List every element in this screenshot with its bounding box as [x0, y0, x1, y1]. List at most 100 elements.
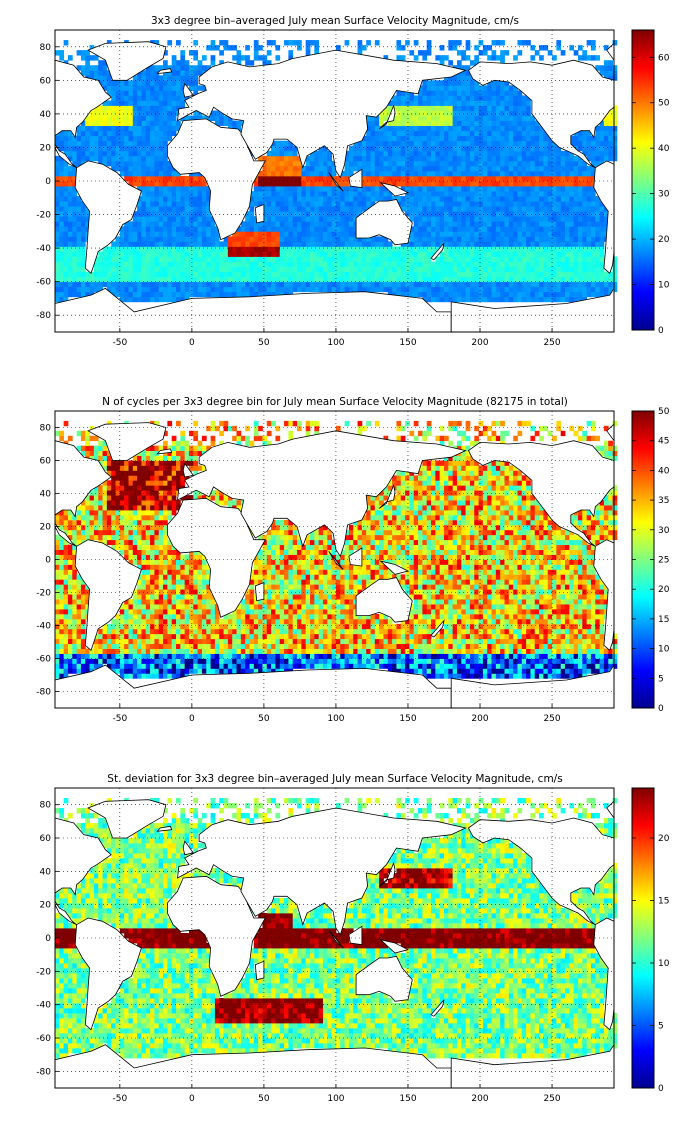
heatmap-cell: [176, 75, 181, 81]
heatmap-cell: [163, 95, 168, 101]
heatmap-cell: [137, 115, 142, 121]
heatmap-cell: [253, 266, 259, 272]
heatmap-cell: [400, 150, 406, 157]
heatmap-cell: [534, 261, 540, 267]
heatmap-cell: [422, 105, 428, 111]
heatmap-cell: [526, 160, 531, 167]
heatmap-cell: [534, 276, 540, 283]
heatmap-cell: [89, 490, 95, 496]
heatmap-cell: [478, 135, 484, 142]
heatmap-cell: [465, 40, 471, 46]
heatmap-cell: [322, 186, 328, 192]
heatmap-cell: [59, 231, 65, 237]
heatmap-cell: [539, 170, 544, 177]
heatmap-cell: [197, 186, 203, 192]
heatmap-cell: [275, 221, 281, 227]
heatmap-cell: [184, 211, 190, 217]
heatmap-cell: [452, 276, 458, 283]
heatmap-cell: [145, 276, 151, 283]
heatmap-cell: [400, 145, 406, 152]
heatmap-cell: [167, 251, 173, 257]
heatmap-cell: [405, 281, 410, 288]
heatmap-cell: [72, 534, 78, 541]
heatmap-cell: [249, 266, 255, 272]
landmass: [467, 59, 615, 168]
heatmap-cell: [63, 231, 69, 237]
heatmap-cell: [344, 241, 350, 247]
heatmap-cell: [517, 251, 523, 257]
heatmap-cell: [98, 60, 103, 66]
heatmap-cell: [55, 579, 60, 585]
heatmap-cell: [500, 206, 505, 212]
heatmap-cell: [232, 231, 237, 237]
heatmap-cell: [495, 291, 501, 298]
heatmap-cell: [465, 115, 471, 121]
heatmap-cell: [478, 231, 484, 237]
heatmap-cell: [586, 211, 592, 217]
heatmap-cell: [435, 256, 441, 262]
heatmap-cell: [59, 430, 65, 437]
heatmap-cell: [344, 160, 350, 167]
heatmap-cell: [132, 271, 138, 278]
heatmap-cell: [344, 276, 350, 283]
heatmap-cell: [474, 216, 479, 222]
heatmap-cell: [469, 130, 475, 137]
heatmap-cell: [379, 175, 384, 182]
heatmap-cell: [111, 271, 116, 278]
heatmap-cell: [167, 201, 173, 207]
heatmap-cell: [370, 266, 376, 272]
heatmap-cell: [400, 201, 406, 207]
heatmap-cell: [106, 480, 112, 486]
heatmap-cell: [176, 211, 181, 217]
heatmap-cell: [487, 291, 492, 298]
heatmap-cell: [318, 211, 324, 217]
heatmap-cell: [482, 261, 488, 267]
heatmap-cell: [55, 291, 60, 298]
heatmap-cell: [197, 216, 203, 222]
heatmap-cell: [67, 529, 73, 536]
heatmap-cell: [504, 90, 510, 96]
heatmap-cell: [539, 251, 544, 257]
heatmap-cell: [85, 276, 90, 283]
heatmap-cell: [431, 155, 436, 162]
heatmap-cell: [180, 281, 186, 288]
heatmap-cell: [214, 261, 220, 267]
heatmap-cell: [171, 251, 177, 257]
heatmap-cell: [210, 286, 216, 293]
heatmap-cell: [154, 140, 160, 147]
heatmap-cell: [258, 226, 263, 232]
heatmap-cell: [59, 559, 65, 565]
heatmap-cell: [245, 211, 250, 217]
heatmap-cell: [530, 236, 536, 242]
heatmap-cell: [348, 276, 354, 283]
heatmap-cell: [573, 211, 579, 217]
heatmap-cell: [465, 170, 471, 177]
heatmap-cell: [569, 286, 575, 293]
heatmap-cell: [245, 256, 250, 262]
heatmap-cell: [76, 534, 82, 541]
heatmap-cell: [396, 95, 402, 101]
heatmap-cell: [141, 120, 147, 127]
heatmap-cell: [67, 291, 73, 298]
heatmap-cell: [193, 170, 199, 177]
heatmap-cell: [383, 125, 389, 132]
heatmap-cell: [431, 211, 436, 217]
heatmap-cell: [530, 286, 536, 293]
heatmap-cell: [219, 246, 224, 252]
heatmap-cell: [504, 226, 510, 232]
heatmap-cell: [435, 80, 441, 86]
heatmap-cell: [508, 291, 514, 298]
heatmap-cell: [539, 271, 544, 278]
heatmap-cell: [124, 110, 129, 116]
heatmap-cell: [595, 286, 600, 293]
heatmap-cell: [275, 175, 281, 182]
heatmap-cell: [310, 221, 315, 227]
heatmap-cell: [543, 266, 549, 272]
heatmap-cell: [491, 55, 497, 61]
heatmap-cell: [504, 251, 510, 257]
heatmap-cell: [487, 286, 492, 293]
heatmap-cell: [439, 140, 445, 147]
heatmap-cell: [603, 135, 609, 142]
heatmap-cell: [279, 251, 285, 257]
heatmap-cell: [63, 191, 69, 197]
